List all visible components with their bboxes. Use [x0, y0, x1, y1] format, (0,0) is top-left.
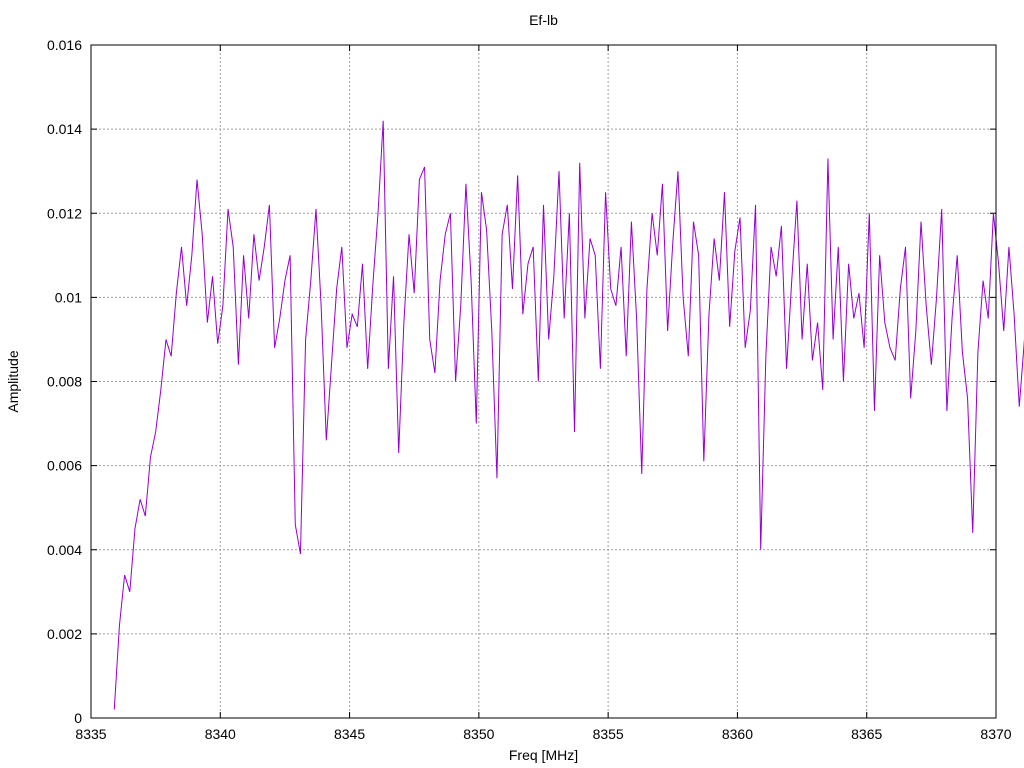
y-tick-label: 0.014 [47, 121, 82, 137]
x-tick-label: 8365 [851, 726, 882, 742]
y-tick-label: 0.012 [47, 205, 82, 221]
x-tick-label: 8345 [334, 726, 365, 742]
series-layer [113, 120, 1024, 710]
grid-lines [91, 45, 996, 718]
y-tick-label: 0.008 [47, 374, 82, 390]
y-tick-label: 0.002 [47, 626, 82, 642]
x-tick-label: 8355 [593, 726, 624, 742]
x-axis-label: Freq [MHz] [509, 747, 578, 763]
x-tick-label: 8335 [75, 726, 106, 742]
plot-frame [90, 44, 997, 719]
y-tick-label: 0.006 [47, 458, 82, 474]
y-tick-label: 0.01 [55, 289, 82, 305]
y-tick-label: 0.016 [47, 37, 82, 53]
y-tick-labels: 0 0.002 0.004 0.006 0.008 0.01 0.012 0.014 0.016 [47, 37, 82, 726]
x-tick-labels: 8335 8340 8345 8350 8355 8360 8365 8370 [75, 726, 1011, 742]
x-tick-label: 8360 [722, 726, 753, 742]
x-tick-label: 8340 [205, 726, 236, 742]
x-tick-label: 8350 [463, 726, 494, 742]
y-tick-label: 0 [74, 710, 82, 726]
y-tick-label: 0.004 [47, 542, 82, 558]
y-axis-label: Amplitude [5, 350, 21, 412]
chart-title: Ef-lb [529, 12, 558, 28]
x-tick-label: 8370 [980, 726, 1011, 742]
series-line-0 [113, 120, 1024, 710]
